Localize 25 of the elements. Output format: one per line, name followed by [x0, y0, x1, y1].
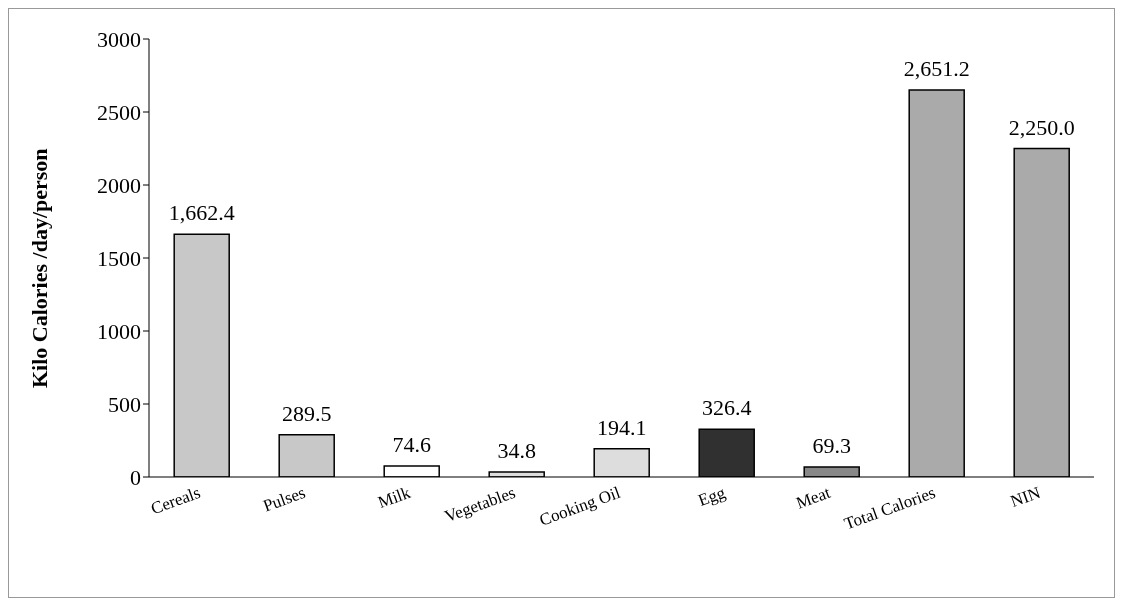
y-tick-label: 2500 — [97, 99, 141, 125]
x-tick-label: Total Calories — [841, 482, 938, 534]
y-tick-label: 500 — [108, 391, 141, 417]
data-label: 34.8 — [497, 437, 536, 463]
x-tick-label: Cereals — [148, 482, 203, 519]
data-label: 1,662.4 — [168, 200, 235, 226]
data-label: 2,250.0 — [1008, 114, 1075, 140]
x-tick-label: Milk — [375, 482, 414, 513]
y-tick-label: 1500 — [97, 245, 141, 271]
data-label: 69.3 — [812, 432, 851, 458]
data-label: 289.5 — [281, 400, 332, 426]
y-tick-label: 3000 — [97, 26, 141, 52]
x-tick-label: NIN — [1007, 482, 1043, 512]
data-label: 326.4 — [701, 395, 752, 421]
data-label: 194.1 — [596, 414, 647, 440]
x-tick-label: Cooking Oil — [536, 482, 624, 530]
x-tick-label: Egg — [695, 482, 729, 511]
y-tick-label: 2000 — [97, 172, 141, 198]
y-tick-label: 1000 — [97, 318, 141, 344]
y-tick-label: 0 — [130, 464, 141, 490]
data-label: 2,651.2 — [903, 55, 970, 81]
x-tick-label: Meat — [793, 482, 834, 513]
data-label: 74.6 — [392, 432, 431, 458]
x-tick-label: Pulses — [260, 482, 308, 516]
y-axis-title: Kilo Calories /day/person — [26, 148, 52, 388]
